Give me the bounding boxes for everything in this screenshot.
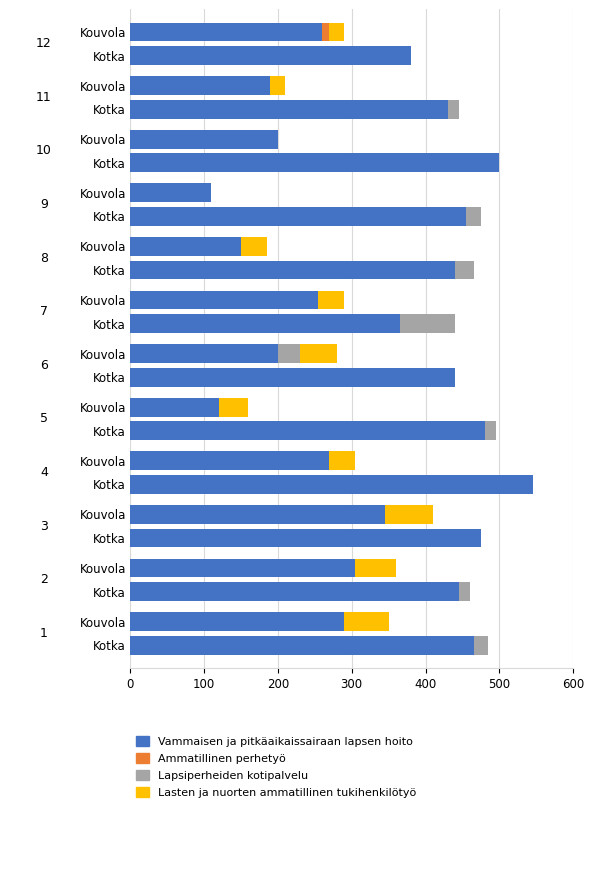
Bar [130,46,411,65]
Bar [130,22,322,41]
Bar [466,207,481,225]
Bar [130,237,241,256]
Bar [130,344,278,363]
Text: 9: 9 [40,198,48,211]
Text: 7: 7 [40,306,48,318]
Bar [400,315,455,333]
Bar [130,475,532,494]
Bar [130,260,455,280]
Text: 5: 5 [40,413,48,426]
Bar [130,368,455,387]
Bar [130,290,319,309]
Text: 3: 3 [40,519,48,533]
Bar [241,237,267,256]
Bar [459,582,470,601]
Bar [271,77,285,95]
Text: 10: 10 [36,144,52,158]
Text: 1: 1 [40,627,48,640]
Bar [330,452,355,470]
Bar [344,612,389,631]
Bar [130,505,385,524]
Bar [330,22,344,41]
Bar [130,582,459,601]
Text: 2: 2 [40,573,48,586]
Bar [300,344,337,363]
Bar [322,22,330,41]
Text: 4: 4 [40,466,48,479]
Bar [130,612,344,631]
Bar [130,397,219,417]
Bar [485,421,496,440]
Legend: Vammaisen ja pitkäaikaissairaan lapsen hoito, Ammatillinen perhetyö, Lapsiperhei: Vammaisen ja pitkäaikaissairaan lapsen h… [135,737,416,797]
Bar [219,397,248,417]
Text: 11: 11 [36,91,52,104]
Bar [130,452,330,470]
Bar [278,344,300,363]
Bar [355,559,396,577]
Bar [130,315,400,333]
Bar [130,421,485,440]
Bar [319,290,344,309]
Bar [130,207,466,225]
Bar [473,636,488,655]
Text: 6: 6 [40,359,48,372]
Bar [448,100,459,119]
Bar [130,77,271,95]
Text: 8: 8 [40,251,48,265]
Text: 12: 12 [36,37,52,50]
Bar [130,100,448,119]
Bar [130,559,355,577]
Bar [130,636,473,655]
Bar [455,260,473,280]
Bar [130,184,212,202]
Bar [385,505,433,524]
Bar [130,528,481,547]
Bar [130,130,278,149]
Bar [130,153,499,172]
